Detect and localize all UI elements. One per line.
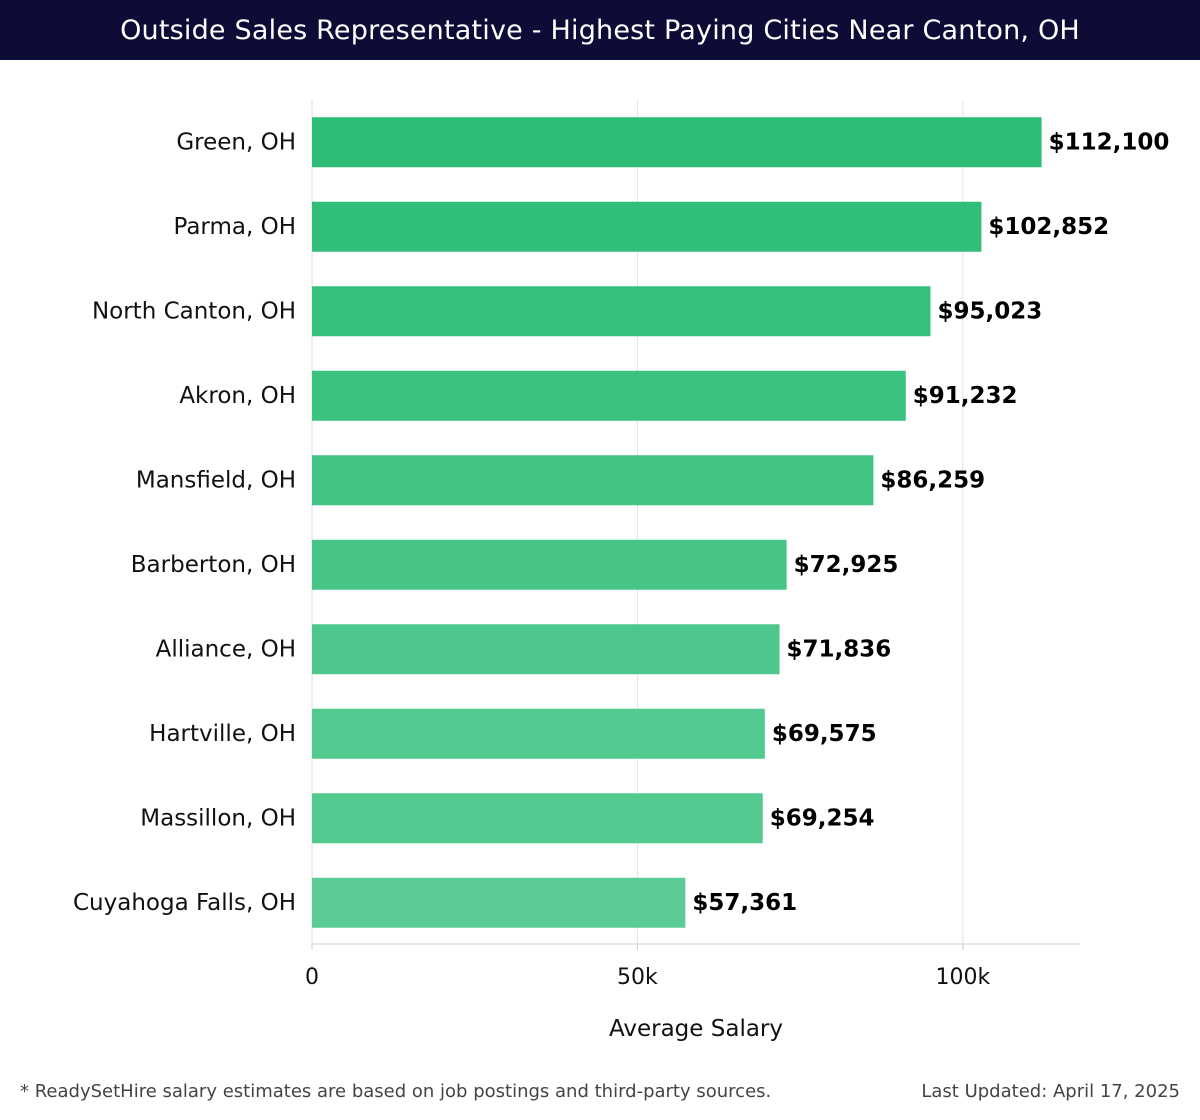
value-label: $69,254 xyxy=(770,805,875,831)
value-label: $71,836 xyxy=(787,636,892,662)
bar xyxy=(312,624,780,675)
category-label: Cuyahoga Falls, OH xyxy=(73,890,296,916)
bar xyxy=(312,201,982,252)
value-label: $72,925 xyxy=(794,552,899,578)
x-axis-label: Average Salary xyxy=(609,1016,783,1042)
x-tick-label: 100k xyxy=(935,965,990,990)
category-label: Green, OH xyxy=(176,129,296,155)
value-label: $57,361 xyxy=(692,890,797,916)
bar xyxy=(312,455,874,506)
x-tick-label: 0 xyxy=(305,965,319,990)
title-bar: Outside Sales Representative - Highest P… xyxy=(0,0,1200,60)
x-tick-label: 50k xyxy=(617,965,658,990)
category-label: Alliance, OH xyxy=(156,636,296,662)
bar xyxy=(312,286,931,337)
value-label: $102,852 xyxy=(988,214,1109,240)
bar-chart: Green, OH $112,100 Parma, OH $102,852 North … xyxy=(73,100,1170,1042)
bar xyxy=(312,370,906,421)
bar xyxy=(312,708,765,759)
category-label: Barberton, OH xyxy=(131,552,296,578)
category-label: Parma, OH xyxy=(173,214,296,240)
category-label: Hartville, OH xyxy=(149,721,296,747)
category-label: Mansfield, OH xyxy=(136,467,296,493)
bar xyxy=(312,539,787,590)
value-label: $86,259 xyxy=(880,467,985,493)
value-label: $95,023 xyxy=(937,298,1042,324)
category-label: North Canton, OH xyxy=(92,298,296,324)
value-label: $91,232 xyxy=(913,383,1018,409)
footnote: * ReadySetHire salary estimates are base… xyxy=(20,1081,772,1102)
last-updated: Last Updated: April 17, 2025 xyxy=(921,1081,1180,1102)
chart-title: Outside Sales Representative - Highest P… xyxy=(120,14,1080,46)
bar xyxy=(312,117,1042,168)
category-label: Akron, OH xyxy=(179,383,296,409)
value-label: $69,575 xyxy=(772,721,877,747)
bar xyxy=(312,877,686,928)
category-label: Massillon, OH xyxy=(140,805,296,831)
value-label: $112,100 xyxy=(1049,129,1170,155)
bar xyxy=(312,793,763,844)
